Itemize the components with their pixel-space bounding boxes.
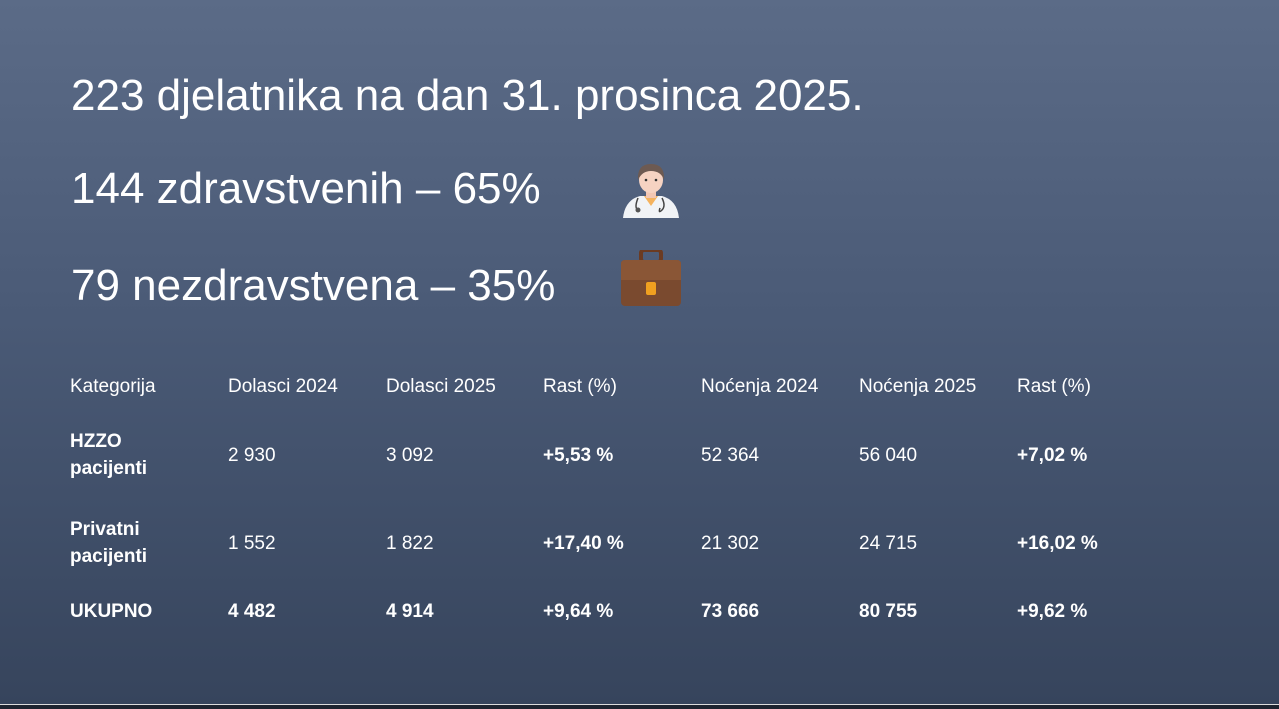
cell-nights-2025: 56 040 <box>859 444 918 466</box>
cell-arrivals-2024: 2 930 <box>228 444 276 466</box>
cell-nights-growth: +9,62 % <box>1017 600 1088 622</box>
cell-nights-2024: 21 302 <box>701 532 760 554</box>
bottom-edge <box>0 704 1279 709</box>
cell-arrivals-2025: 1 822 <box>386 532 434 554</box>
cell-nights-2024: 52 364 <box>701 444 760 466</box>
cell-nights-growth: +7,02 % <box>1017 444 1088 466</box>
cell-arrivals-growth: +17,40 % <box>543 532 624 554</box>
header-category: Kategorija <box>70 376 156 397</box>
cell-category: UKUPNO <box>70 600 153 622</box>
briefcase-icon <box>621 250 681 306</box>
cell-nights-2025: 24 715 <box>859 532 918 554</box>
cell-arrivals-2024: 1 552 <box>228 532 276 554</box>
headline-total: 223 djelatnika na dan 31. prosinca 2025. <box>71 71 864 120</box>
cell-arrivals-2025: 4 914 <box>386 600 434 622</box>
cell-category: HZZO pacijenti <box>70 431 148 479</box>
cell-arrivals-growth: +5,53 % <box>543 444 614 466</box>
header-nights-2025: Noćenja 2025 <box>859 376 977 397</box>
cell-nights-2025: 80 755 <box>859 600 918 622</box>
headline-nonhealth-staff: 79 nezdravstvena – 35% <box>71 261 556 310</box>
cell-nights-growth: +16,02 % <box>1017 532 1098 554</box>
cell-arrivals-growth: +9,64 % <box>543 600 614 622</box>
cell-category: Privatni pacijenti <box>70 519 148 567</box>
header-nights-2024: Noćenja 2024 <box>701 376 819 397</box>
header-arrivals-2025: Dolasci 2025 <box>386 376 496 397</box>
cell-arrivals-2024: 4 482 <box>228 600 276 622</box>
cell-nights-2024: 73 666 <box>701 600 760 622</box>
headline-health-staff: 144 zdravstvenih – 65% <box>71 164 541 213</box>
header-arrivals-2024: Dolasci 2024 <box>228 376 338 397</box>
header-arrivals-growth: Rast (%) <box>543 376 617 397</box>
cell-arrivals-2025: 3 092 <box>386 444 434 466</box>
doctor-icon <box>623 164 679 218</box>
header-nights-growth: Rast (%) <box>1017 376 1091 397</box>
